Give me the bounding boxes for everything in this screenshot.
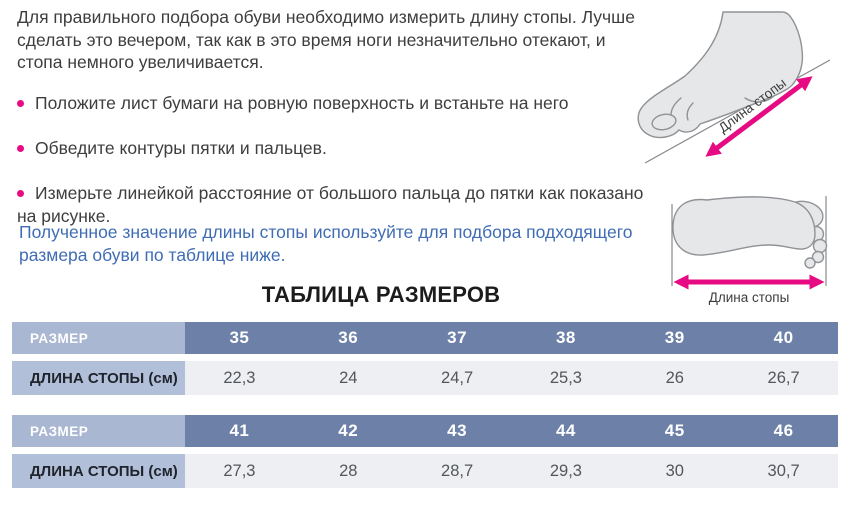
length-data-row: ДЛИНА СТОПЫ (см) 27,3 28 28,7 29,3 30 30… [12,454,838,488]
size-row-header: РАЗМЕР [12,415,185,447]
length-cell: 30,7 [729,454,838,488]
length-cell: 22,3 [185,361,294,395]
size-cell: 45 [620,415,730,447]
length-cell: 25,3 [511,361,621,395]
length-cell: 24,7 [402,361,512,395]
instruction-step-text: Измерьте линейкой расстояние от большого… [17,183,644,226]
foot-sole-illustration [672,196,828,269]
size-header-row: РАЗМЕР 41 42 43 44 45 46 [12,415,838,447]
size-cell: 43 [402,415,512,447]
instruction-list: Положите лист бумаги на ровную поверхнос… [17,92,653,250]
instruction-step-text: Положите лист бумаги на ровную поверхнос… [35,93,569,113]
bullet-icon [17,100,24,107]
length-cell: 26,7 [729,361,838,395]
figure-foot-side-view: Длина стопы [633,3,845,185]
size-cell: 39 [620,322,730,354]
length-cell: 26 [620,361,730,395]
figure-foot-top-view: Длина стопы [645,192,851,305]
size-cell: 42 [293,415,403,447]
size-cell: 40 [729,322,838,354]
length-data-row: ДЛИНА СТОПЫ (см) 22,3 24 24,7 25,3 26 26… [12,361,838,395]
foot-top-svg: Длина стопы [671,196,828,305]
foot-side-svg: Длина стопы [637,11,831,164]
size-cell: 37 [402,322,512,354]
size-cell: 38 [511,322,621,354]
length-row-header: ДЛИНА СТОПЫ (см) [12,361,185,395]
size-cell: 36 [293,322,403,354]
intro-text: Для правильного подбора обуви необходимо… [17,7,635,72]
size-table-41-46: РАЗМЕР 41 42 43 44 45 46 ДЛИНА СТОПЫ (см… [12,415,838,488]
size-header-row: РАЗМЕР 35 36 37 38 39 40 [12,322,838,354]
bullet-icon [17,145,24,152]
length-cell: 24 [293,361,403,395]
length-cell: 28,7 [402,454,512,488]
length-cell: 30 [620,454,730,488]
instruction-step-1: Положите лист бумаги на ровную поверхнос… [17,92,653,115]
foot-length-arrow [705,76,813,157]
length-cell: 29,3 [511,454,621,488]
size-table-35-40: РАЗМЕР 35 36 37 38 39 40 ДЛИНА СТОПЫ (см… [12,322,838,395]
instruction-step-text: Обведите контуры пятки и пальцев. [35,138,327,158]
length-cell: 27,3 [185,454,294,488]
foot-side-illustration [637,11,804,139]
length-cell: 28 [293,454,403,488]
size-cell: 41 [185,415,294,447]
size-row-header: РАЗМЕР [12,322,185,354]
size-cell: 46 [729,415,838,447]
length-row-header: ДЛИНА СТОПЫ (см) [12,454,185,488]
size-cell: 44 [511,415,621,447]
foot-length-label: Длина стопы [709,290,790,305]
instruction-step-3: Измерьте линейкой расстояние от большого… [17,182,653,228]
size-cell: 35 [185,322,294,354]
bullet-icon [17,190,24,197]
size-table-title: ТАБЛИЦА РАЗМЕРОВ [261,282,501,307]
instruction-step-2: Обведите контуры пятки и пальцев. [17,137,653,160]
measurement-note: Полученное значение длины стопы использу… [19,222,633,265]
